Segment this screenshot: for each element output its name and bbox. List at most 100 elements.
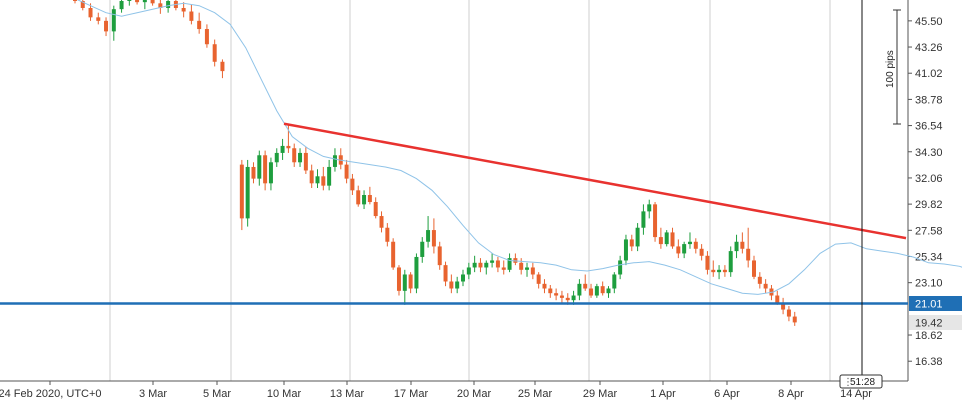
candle-body (321, 176, 326, 186)
candle-body (127, 0, 132, 1)
moving-average-line (76, 0, 962, 295)
candle-body (350, 178, 355, 191)
y-tick-label: 27.58 (915, 225, 943, 237)
candle-body (670, 232, 675, 247)
x-tick-label: 20 Mar (457, 388, 492, 400)
candle-body (618, 260, 623, 275)
candle-body (466, 267, 471, 275)
candle-body (647, 204, 652, 212)
candle-body (362, 195, 367, 205)
candle-body (96, 17, 101, 21)
drag-handle-icon: ⋮ (843, 377, 853, 388)
candle-body (455, 281, 460, 289)
candle-body (792, 316, 797, 323)
candle-body (676, 246, 681, 254)
candle-body (268, 162, 273, 184)
candle-body (158, 3, 163, 9)
candle-body (327, 166, 332, 186)
last-value-badge: 19.42 (909, 315, 962, 330)
candle-body (536, 274, 541, 284)
candle-body (554, 293, 559, 296)
y-tick-label: 43.26 (915, 42, 943, 54)
candle-body (781, 302, 786, 310)
candle-body (565, 297, 570, 301)
candle-body (478, 262, 483, 268)
candle-body (682, 244, 687, 254)
crosshair-time-badge[interactable]: ⋮ 51:28 (839, 374, 883, 389)
candle-body (332, 155, 337, 167)
last-value-label: 19.42 (915, 318, 943, 330)
candle-body (623, 239, 628, 261)
candle-body (420, 241, 425, 257)
x-tick-label: 29 Mar (583, 388, 618, 400)
candle-body (507, 258, 512, 270)
y-tick-label: 45.50 (915, 16, 943, 28)
candle-body (385, 227, 390, 242)
axes (0, 0, 909, 382)
candle-body (367, 195, 372, 203)
candle-body (73, 0, 77, 1)
candle-body (396, 267, 401, 291)
candle-body (571, 295, 576, 301)
candle-body (664, 232, 669, 245)
candle-body (495, 260, 500, 268)
candle-body (181, 8, 186, 12)
candle-body (197, 20, 202, 30)
candle-body (577, 283, 582, 296)
candle-body (298, 152, 303, 163)
candle-body (606, 288, 611, 294)
candle-body (309, 170, 314, 184)
candle-body (693, 241, 698, 249)
y-tick-label: 16.38 (915, 356, 943, 368)
candle-body (88, 8, 93, 18)
candle-body (431, 230, 436, 247)
candle-body (612, 274, 617, 289)
x-tick-label: 6 Apr (714, 388, 740, 400)
vertical-gridlines (109, 0, 831, 381)
candle-body (722, 269, 727, 273)
y-axis-ticks: 45.50 43.26 41.02 38.78 36.54 34.30 32.06 29.82… (908, 16, 943, 368)
candle-body (594, 286, 599, 296)
candle-body (559, 295, 564, 298)
candle-body (542, 283, 547, 289)
candle-body (658, 237, 663, 245)
candle-body (426, 230, 431, 242)
y-tick-label: 38.78 (915, 94, 943, 106)
candle-body (734, 241, 739, 252)
candle-body (484, 262, 489, 268)
candle-body (548, 288, 553, 294)
candle-body (461, 274, 465, 282)
x-axis-ticks: 24 Feb 2020, UTC+0 3 Mar 5 Mar 10 Mar 13 Mar… (0, 381, 872, 400)
x-tick-label: 17 Mar (394, 388, 429, 400)
y-tick-label: 36.54 (915, 121, 943, 133)
candle-body (245, 166, 250, 219)
candle-body (119, 0, 124, 10)
current-price-badge: 21.01 (909, 296, 962, 311)
y-tick-label: 23.10 (915, 278, 943, 290)
x-tick-label: 24 Feb 2020, UTC+0 (0, 388, 102, 400)
descending-trendline[interactable] (283, 122, 907, 240)
candle-body (728, 251, 733, 273)
candle-body (204, 29, 209, 45)
pips-ruler: 100 pips (885, 9, 901, 125)
candle-body (303, 152, 308, 171)
candle-body (740, 241, 745, 249)
candle-body (752, 260, 756, 277)
x-tick-label: 8 Apr (778, 388, 804, 400)
candle-body (150, 0, 155, 4)
candle-body (402, 274, 407, 291)
x-tick-label: 3 Mar (139, 388, 167, 400)
candle-body (600, 286, 605, 294)
candle-body (775, 295, 780, 303)
candle-body (589, 288, 594, 296)
pips-label: 100 pips (885, 50, 896, 88)
candle-body (239, 164, 244, 219)
candle-body (391, 241, 396, 268)
candle-body (525, 267, 530, 270)
candle-body (687, 241, 692, 245)
candle-body (717, 269, 722, 273)
candle-body (189, 11, 194, 21)
candle-body (501, 267, 506, 270)
